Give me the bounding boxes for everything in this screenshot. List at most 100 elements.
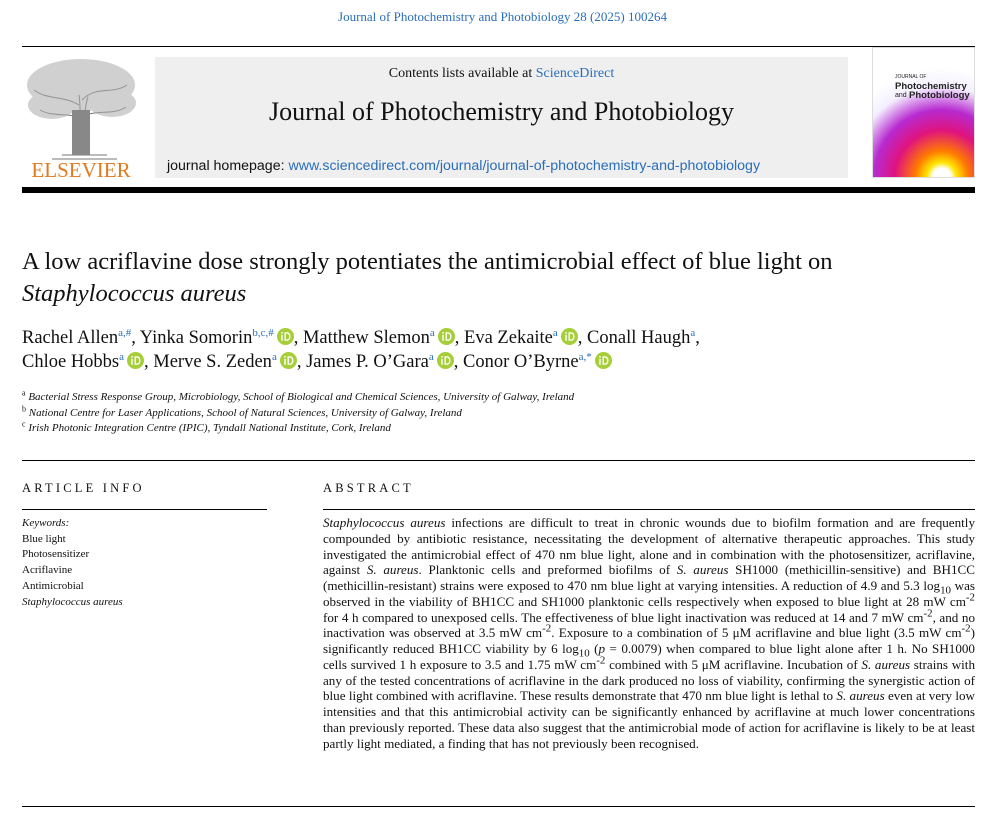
citation[interactable]: Journal of Photochemistry and Photobiolo… [338,9,667,24]
author-name: Eva Zekaite [464,328,553,348]
orcid-icon[interactable] [437,328,455,345]
orcid-glyph [131,356,133,358]
orcid-glyph [568,332,575,341]
cover-text: Photochemistry [895,81,967,92]
keyword: Acriflavine [22,564,73,577]
author: Rachel Allena,#, [22,327,136,348]
author-separator: , [695,328,700,348]
run: combined with 5 μM acriflavine. Incubati… [605,656,862,672]
orcid-icon[interactable] [594,352,612,369]
rule [22,46,975,47]
author-separator: , [577,328,583,348]
affiliation-key: a [22,388,26,398]
run: S. aureus [836,688,885,704]
affiliation-key: b [22,403,26,413]
run: -2 [965,591,975,604]
run: even at very low intensities and that th… [323,688,975,751]
article-title: A low acriflavine dose strongly potentia… [22,246,892,310]
title-italic: Staphylococcus aureus [22,280,247,307]
rule [22,806,975,807]
orcid-glyph [440,356,443,358]
affiliation-key: c [22,419,26,429]
orcid-glyph [602,356,609,365]
author: Matthew Slemona, [302,326,460,348]
run: 10 [940,584,951,597]
title-text: A low acriflavine dose strongly potentia… [22,248,833,275]
orcid-glyph [284,332,291,341]
orcid-glyph [283,356,286,358]
orcid-glyph [442,334,444,341]
run: 10 [578,647,590,660]
author: James P. O’Garaa, [306,350,458,372]
orcid-glyph [445,332,452,341]
author-affil: a,* [578,350,592,363]
homepage-prefix: journal homepage: [167,158,289,174]
homepage-link[interactable]: www.sciencedirect.com/journal/journal-of… [288,158,761,174]
cover-text: JOURNAL OF [895,74,927,80]
sciencedirect-link[interactable]: ScienceDirect [535,66,615,81]
run: infections are difficult to treat in chr… [323,515,975,578]
run: was observed in the viability of BH1CC a… [323,578,975,609]
cover-text: and [895,92,907,99]
run: Staphylococcus aureus [323,515,446,530]
journal-name: Journal of Photochemistry and Photobiolo… [268,97,735,126]
author: Conor O’Byrnea,* [463,350,612,372]
author-name: Rachel Allen [22,328,119,348]
abstract: Staphylococcus aureus infections are dif… [323,515,975,751]
author-affil: a [429,326,435,339]
orcid-glyph [598,356,601,358]
orcid-icon[interactable] [436,352,454,369]
run: . Planktonic cells and preformed biofilm… [418,562,677,578]
author-name: Yinka Somorin [139,328,253,348]
author: Eva Zekaitea, [464,326,583,348]
affiliations: a Bacterial Stress Response Group, Micro… [22,388,574,437]
run: for 4 h compared to unexposed cells. The… [323,609,924,625]
rule [323,509,975,510]
run: S. aureus [676,562,729,578]
orcid-icon[interactable] [560,328,578,345]
orcid-glyph [441,332,444,334]
publisher-name: ELSEVIER [31,158,130,182]
orcid-icon[interactable] [279,352,297,369]
orcid-glyph [131,358,133,365]
author-name: Merve S. Zeden [153,352,272,372]
run: ( [589,641,599,656]
orcid-icon[interactable] [276,328,294,345]
contents-line: Contents lists available at ScienceDirec… [155,66,848,82]
keywords: Keywords: Blue light Photosensitizer Acrif… [22,516,123,610]
run: -2 [961,622,971,635]
author-affil: a [119,350,125,363]
keyword: Blue light [22,532,66,545]
affiliation: c Irish Photonic Integration Centre (IPI… [22,419,574,437]
orcid-glyph [280,332,283,334]
run: = 0.0079) when compared to blue light al… [323,641,975,672]
author-separator: , [293,328,299,348]
run: -2 [596,654,606,667]
author-separator: , [454,328,460,348]
author-name: Matthew Slemon [302,328,430,348]
author: Yinka Somorinb,c,#, [139,327,299,348]
run: , and no inactivation was observed at 3.… [323,609,975,641]
author-name: Conor O’Byrne [463,352,579,372]
author-affil: a [552,326,558,339]
thick-rule [22,187,975,193]
author-affil: a [428,350,434,363]
run: -2 [923,607,933,620]
cover-text: Photobiology [909,90,970,101]
author: Merve S. Zedena, [153,350,302,372]
orcid-glyph [134,356,141,365]
author-affil: a [271,350,277,363]
author-separator: , [296,352,302,372]
orcid-glyph [287,356,294,365]
run: ) significantly reduced BH1CC viability … [323,625,976,656]
keyword: Photosensitizer [22,548,90,561]
run: SH1000 (methicillin-sensitive) and BH1CC… [323,562,975,593]
journal-cover[interactable]: JOURNAL OF Photochemistry and Photobiolo… [872,47,975,178]
run: strains with any of the tested concentra… [323,656,975,704]
affiliation-text: National Centre for Laser Applications, … [28,406,462,419]
orcid-glyph [564,332,567,334]
orcid-icon[interactable] [127,352,145,369]
journal-banner: Contents lists available at ScienceDirec… [155,57,848,178]
